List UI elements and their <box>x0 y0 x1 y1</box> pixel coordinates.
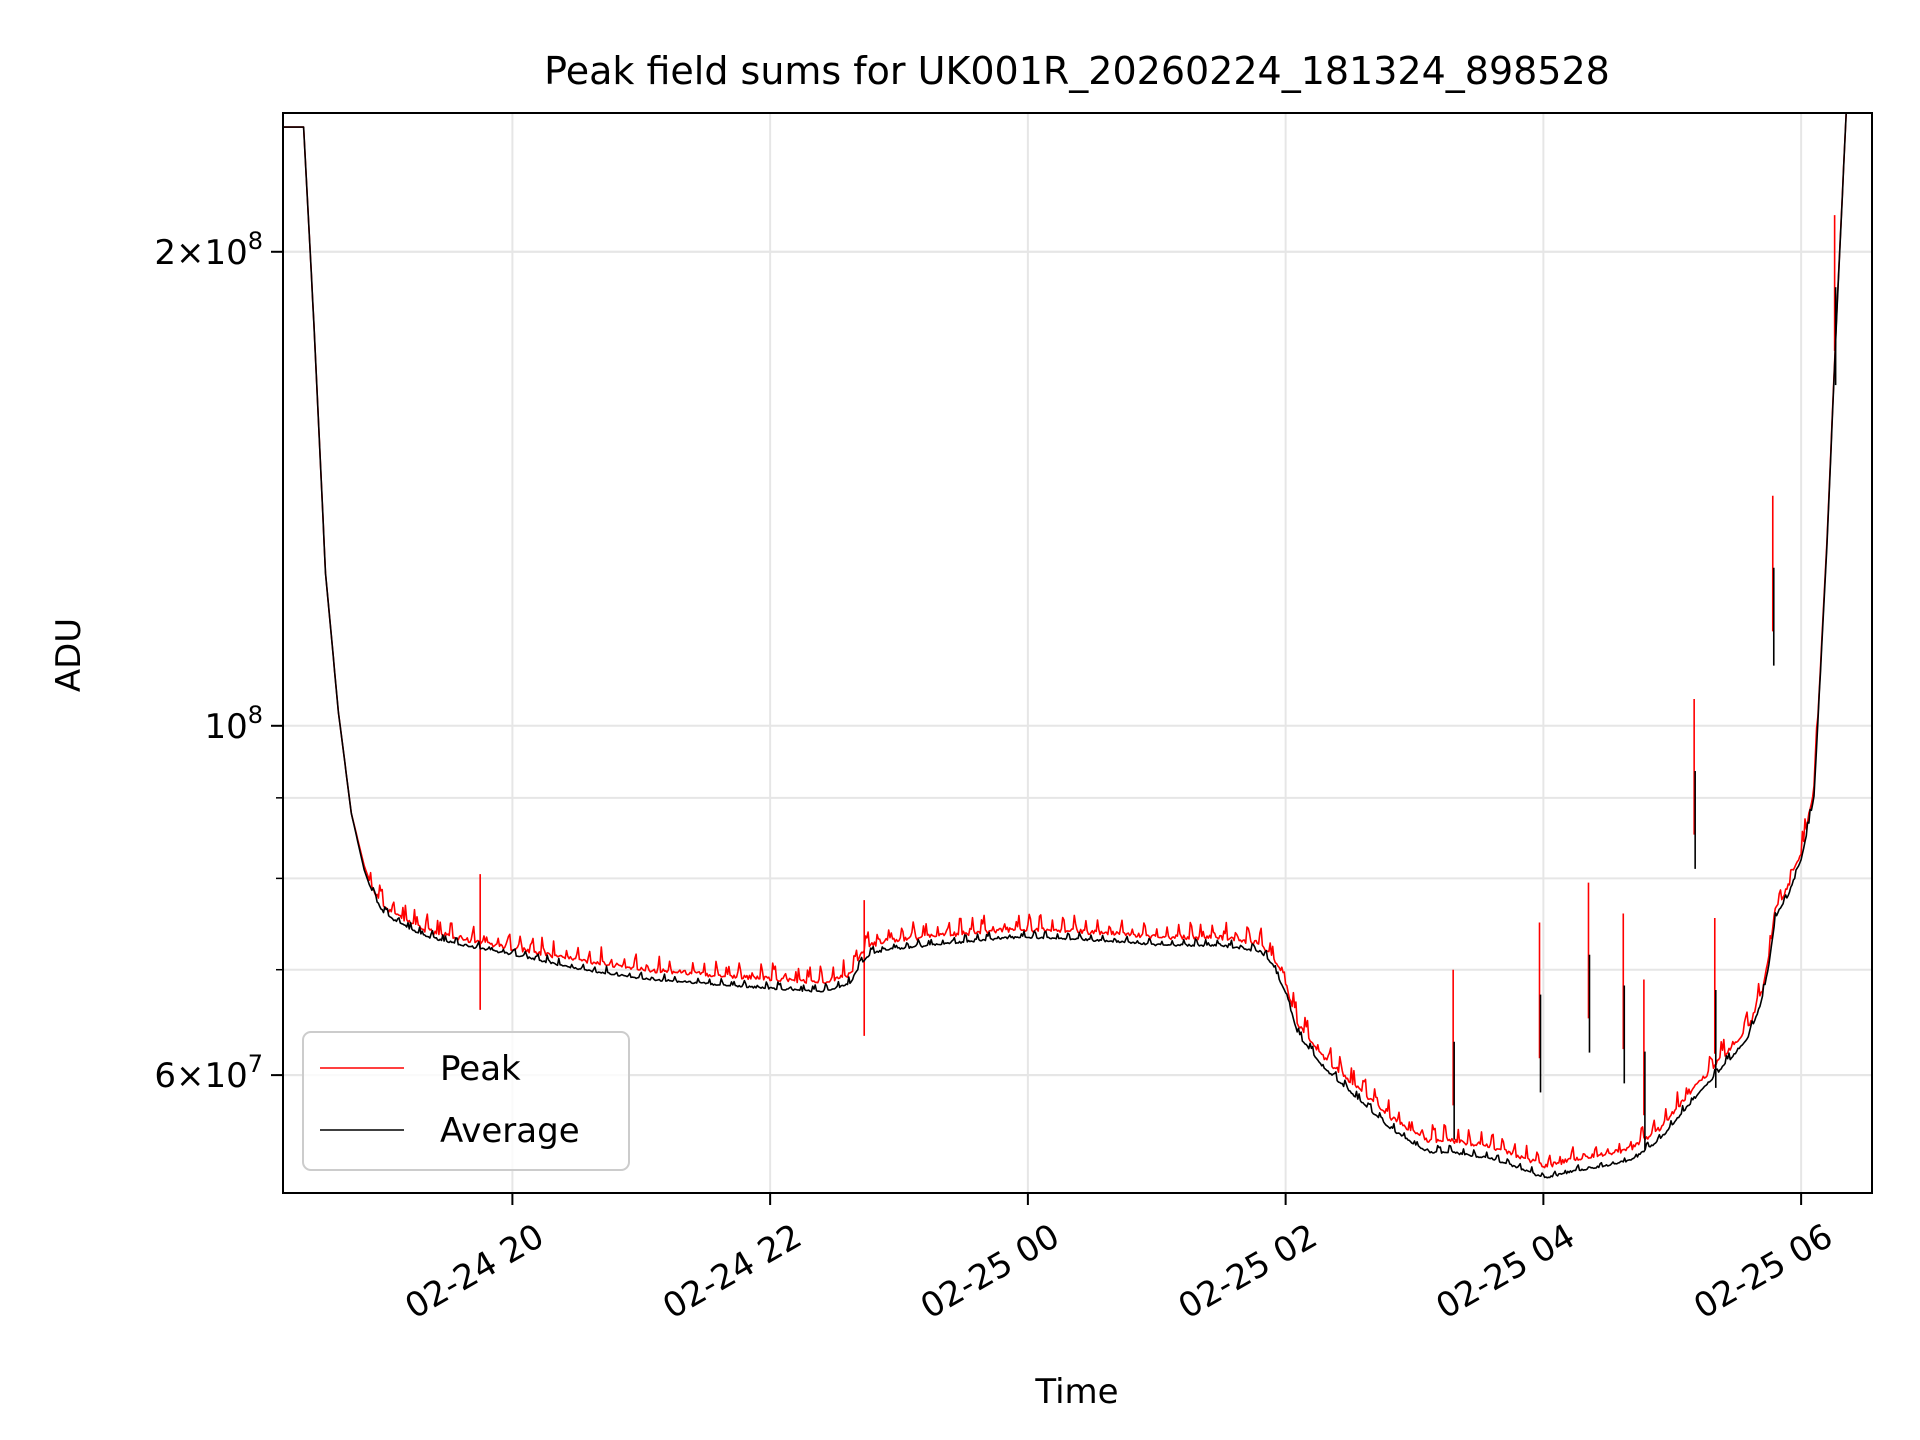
y-tick-label: 6×107 <box>154 1050 263 1096</box>
y-axis-label: ADU <box>49 618 89 692</box>
legend: Peak Average <box>302 1031 630 1171</box>
x-axis-label: Time <box>1034 1372 1118 1412</box>
y-axis-ticks: 108 2×108 6×107 <box>154 227 283 1096</box>
peak-series-line <box>283 113 1847 1169</box>
series-layer <box>283 113 1847 1179</box>
plot-area <box>283 113 1872 1193</box>
legend-peak-label: Peak <box>440 1049 521 1089</box>
chart-title: Peak field sums for UK001R_20260224_1813… <box>544 49 1610 93</box>
plot-frame <box>282 112 1873 1194</box>
average-series-line <box>283 113 1847 1179</box>
grid <box>283 113 1872 1193</box>
legend-average-label: Average <box>440 1111 580 1151</box>
y-tick-label: 2×108 <box>154 227 263 273</box>
y-tick-label: 108 <box>204 701 263 747</box>
legend-box <box>302 1031 630 1171</box>
